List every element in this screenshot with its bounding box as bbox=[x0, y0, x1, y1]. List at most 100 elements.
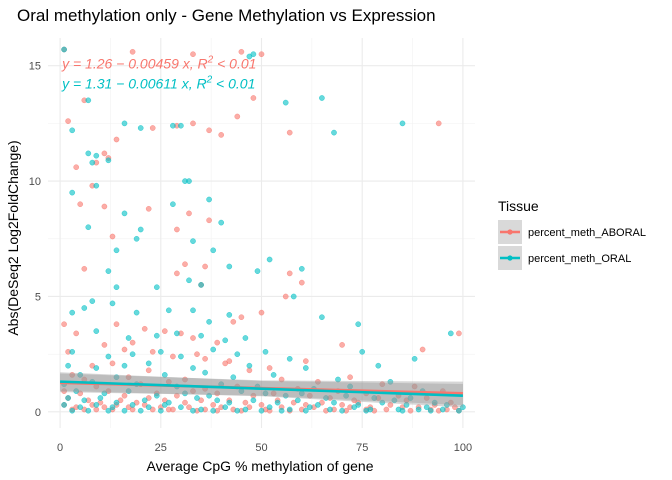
data-point bbox=[182, 399, 188, 406]
data-point bbox=[359, 348, 366, 355]
data-point bbox=[113, 284, 120, 291]
data-point bbox=[69, 348, 76, 355]
data-point bbox=[178, 404, 184, 411]
data-point bbox=[77, 201, 84, 208]
data-point bbox=[69, 372, 76, 378]
data-point bbox=[69, 309, 76, 316]
data-point bbox=[125, 374, 132, 381]
data-point bbox=[161, 328, 168, 334]
data-point bbox=[274, 399, 281, 406]
data-point bbox=[89, 159, 96, 166]
data-point bbox=[69, 407, 76, 414]
data-point bbox=[125, 335, 132, 341]
x-tick-label: 0 bbox=[57, 442, 63, 454]
data-point bbox=[222, 404, 229, 411]
data-point bbox=[89, 298, 96, 304]
data-point bbox=[210, 407, 217, 414]
data-point bbox=[198, 332, 204, 339]
data-point bbox=[302, 365, 309, 371]
data-point bbox=[198, 282, 204, 288]
data-point bbox=[121, 392, 128, 399]
data-point bbox=[460, 404, 466, 411]
data-point bbox=[222, 337, 229, 344]
data-point bbox=[250, 95, 257, 101]
data-point bbox=[125, 388, 132, 394]
data-point bbox=[202, 355, 208, 362]
data-point bbox=[65, 118, 71, 124]
data-point bbox=[77, 404, 84, 411]
y-tick-label: 5 bbox=[35, 291, 41, 303]
data-point bbox=[129, 48, 136, 55]
data-point bbox=[190, 365, 196, 371]
legend-label: percent_meth_ABORAL bbox=[528, 227, 646, 239]
data-point bbox=[109, 360, 116, 367]
data-point bbox=[230, 374, 237, 381]
data-point bbox=[391, 397, 398, 404]
x-tick-label: 25 bbox=[155, 442, 167, 454]
data-point bbox=[145, 360, 152, 367]
data-point bbox=[61, 321, 67, 328]
x-tick-label: 50 bbox=[255, 442, 267, 454]
data-point bbox=[153, 284, 160, 291]
legend-label: percent_meth_ORAL bbox=[528, 253, 631, 265]
regression-line bbox=[60, 380, 463, 398]
data-point bbox=[298, 265, 305, 272]
data-point bbox=[190, 120, 196, 127]
data-point bbox=[343, 392, 349, 399]
data-point bbox=[202, 263, 208, 270]
legend-key-point bbox=[507, 255, 513, 261]
data-point bbox=[101, 342, 108, 348]
data-point bbox=[266, 365, 273, 371]
data-point bbox=[443, 402, 450, 408]
data-point bbox=[230, 318, 237, 325]
data-point bbox=[157, 348, 164, 355]
data-point bbox=[206, 217, 212, 224]
data-point bbox=[290, 293, 297, 300]
data-point bbox=[149, 125, 156, 131]
data-point bbox=[81, 305, 88, 311]
data-point bbox=[415, 406, 422, 413]
data-point bbox=[165, 406, 172, 413]
series-points bbox=[61, 46, 466, 414]
data-point bbox=[149, 348, 156, 355]
data-point bbox=[383, 406, 390, 413]
data-point bbox=[339, 402, 345, 408]
data-point bbox=[97, 395, 104, 401]
data-point bbox=[85, 97, 92, 104]
data-point bbox=[186, 178, 192, 184]
data-point bbox=[214, 397, 221, 404]
data-point bbox=[170, 122, 176, 129]
data-point bbox=[306, 404, 313, 411]
data-point bbox=[186, 277, 192, 284]
data-point bbox=[379, 381, 386, 388]
data-point bbox=[214, 390, 221, 397]
data-point bbox=[73, 164, 80, 171]
data-point bbox=[210, 402, 217, 408]
data-point bbox=[234, 407, 241, 414]
data-point bbox=[387, 378, 394, 385]
data-point bbox=[133, 235, 140, 242]
data-point bbox=[77, 372, 84, 378]
data-point bbox=[161, 402, 168, 408]
data-point bbox=[93, 365, 100, 371]
data-point bbox=[145, 205, 152, 212]
data-point bbox=[174, 226, 180, 233]
data-point bbox=[69, 189, 76, 196]
data-point bbox=[85, 407, 92, 414]
data-point bbox=[101, 150, 108, 157]
data-point bbox=[226, 263, 233, 270]
y-axis-title: Abs(DeSeq2 Log2FoldChange) bbox=[5, 140, 21, 335]
data-point bbox=[270, 390, 277, 397]
data-point bbox=[153, 332, 160, 339]
data-point bbox=[234, 113, 241, 120]
y-tick-label: 10 bbox=[29, 176, 41, 188]
x-tick-label: 100 bbox=[454, 442, 472, 454]
data-point bbox=[278, 407, 285, 414]
data-point bbox=[109, 233, 116, 240]
data-point bbox=[129, 402, 136, 408]
data-point bbox=[403, 402, 410, 408]
data-point bbox=[319, 95, 325, 101]
data-point bbox=[371, 395, 378, 401]
data-point bbox=[254, 268, 261, 274]
data-point bbox=[81, 397, 88, 404]
